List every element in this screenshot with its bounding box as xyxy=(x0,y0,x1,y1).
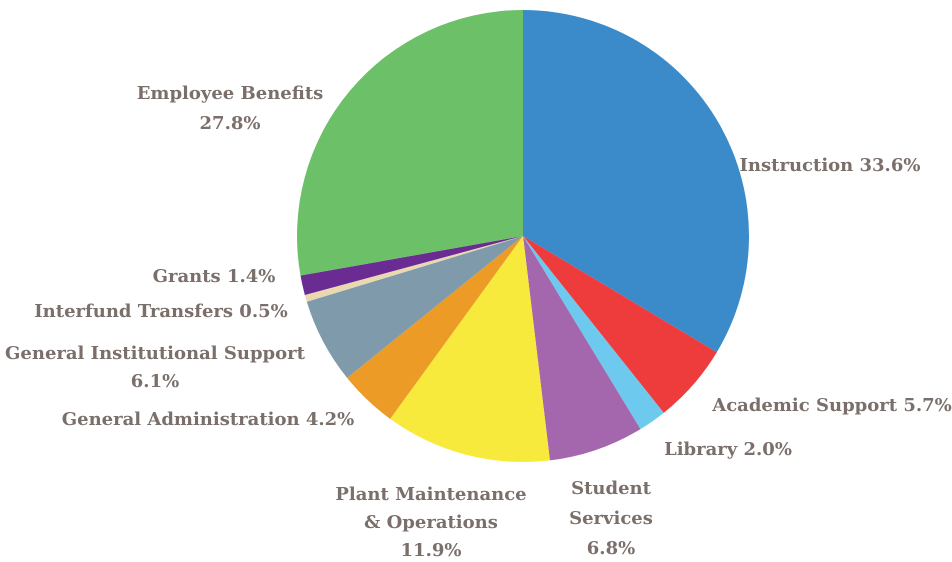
pie-label-grants: Grants 1.4% xyxy=(153,266,276,287)
pie-label-text: Interfund Transfers 0.5% xyxy=(34,301,287,322)
pie-label-text: Academic Support 5.7% xyxy=(711,395,951,416)
pie-label-text: Plant Maintenance xyxy=(335,484,526,505)
pie-label-student-services: Student Services 6.8% xyxy=(569,478,653,559)
pie-label-instruction: Instruction 33.6% xyxy=(740,155,921,176)
pie-slice-general-administration xyxy=(347,236,523,419)
pie-label-general-administration: General Administration 4.2% xyxy=(62,409,355,430)
pie-label-text: Employee Benefits xyxy=(137,83,324,104)
pie-label-interfund-transfers: Interfund Transfers 0.5% xyxy=(34,301,287,322)
pie-label-text: Student xyxy=(571,478,652,499)
pie-slice-library xyxy=(523,236,664,430)
pie-slice-general-institutional-support xyxy=(306,236,523,378)
pie-slice-student-services xyxy=(523,236,641,461)
pie-label-text: Grants 1.4% xyxy=(153,266,276,287)
pie-slice-plant-maintenance-and-operations xyxy=(390,236,550,462)
pie-label-academic-support: Academic Support 5.7% xyxy=(711,395,951,416)
pie-label-text: Services xyxy=(569,508,653,529)
pie-slices xyxy=(297,10,749,462)
pie-slice-instruction xyxy=(523,10,749,353)
pie-label-text: General Administration 4.2% xyxy=(62,409,355,430)
pie-label-text: 11.9% xyxy=(401,540,462,561)
pie-slice-interfund-transfers xyxy=(304,236,523,302)
pie-labels: Instruction 33.6% Academic Support 5.7% Li… xyxy=(5,83,952,561)
pie-label-employee-benefits: Employee Benefits 27.8% xyxy=(137,83,324,134)
pie-label-text: & Operations xyxy=(364,512,498,533)
pie-label-text: 27.8% xyxy=(200,113,261,134)
pie-slice-academic-support xyxy=(523,236,717,413)
pie-label-text: 6.1% xyxy=(131,371,179,392)
pie-label-text: Library 2.0% xyxy=(664,439,792,460)
pie-label-plant-maintenance-and-operations: Plant Maintenance & Operations 11.9% xyxy=(335,484,526,561)
pie-label-text: General Institutional Support xyxy=(5,343,306,364)
pie-label-text: 6.8% xyxy=(587,538,635,559)
pie-slice-grants xyxy=(300,236,523,295)
pie-label-library: Library 2.0% xyxy=(664,439,792,460)
pie-label-general-institutional-support: General Institutional Support 6.1% xyxy=(5,343,306,392)
pie-slice-employee-benefits xyxy=(297,10,523,276)
pie-label-text: Instruction 33.6% xyxy=(740,155,921,176)
